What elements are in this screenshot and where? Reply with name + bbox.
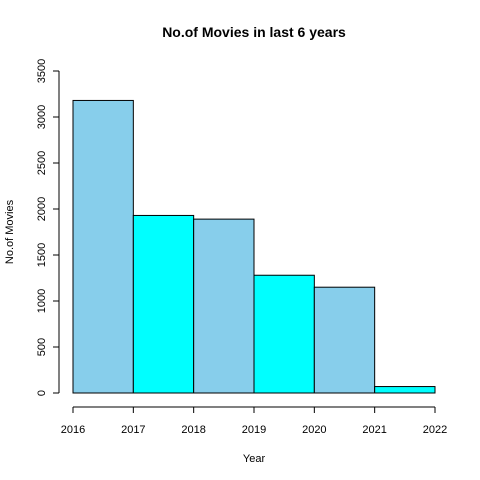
- y-tick-label-2500: 2500: [36, 151, 48, 175]
- y-tick-label-3500: 3500: [36, 59, 48, 83]
- chart-title: No.of Movies in last 6 years: [162, 24, 346, 40]
- x-tick-label-2019: 2019: [242, 424, 266, 436]
- bar-2017-2018: [132, 214, 195, 394]
- x-axis-label: Year: [243, 453, 266, 465]
- y-tick-label-0: 0: [36, 390, 48, 396]
- y-tick-label-3000: 3000: [36, 105, 48, 129]
- y-axis: 0 500 1000 1500 2000 2500 3000 3500: [36, 59, 60, 396]
- y-axis-label: No.of Movies: [4, 199, 16, 264]
- x-tick-label-2018: 2018: [181, 424, 205, 436]
- y-tick-label-1000: 1000: [36, 289, 48, 313]
- bar-2016-2017: [72, 99, 134, 394]
- bar-2020-2021: [313, 286, 376, 394]
- x-tick-label-2020: 2020: [302, 424, 326, 436]
- bars-layer: [72, 99, 436, 394]
- x-tick-label-2016: 2016: [61, 424, 85, 436]
- x-axis: 2016 2017 2018 2019 2020 2021 2022: [61, 406, 447, 436]
- y-tick-label-1500: 1500: [36, 243, 48, 267]
- x-tick-label-2022: 2022: [423, 424, 447, 436]
- bar-2021-2022: [374, 386, 436, 394]
- x-tick-label-2017: 2017: [121, 424, 145, 436]
- x-tick-label-2021: 2021: [362, 424, 386, 436]
- y-tick-label-2000: 2000: [36, 197, 48, 221]
- bar-2018-2019: [193, 218, 255, 394]
- y-tick-label-500: 500: [36, 338, 48, 356]
- bar-2019-2020: [253, 274, 315, 394]
